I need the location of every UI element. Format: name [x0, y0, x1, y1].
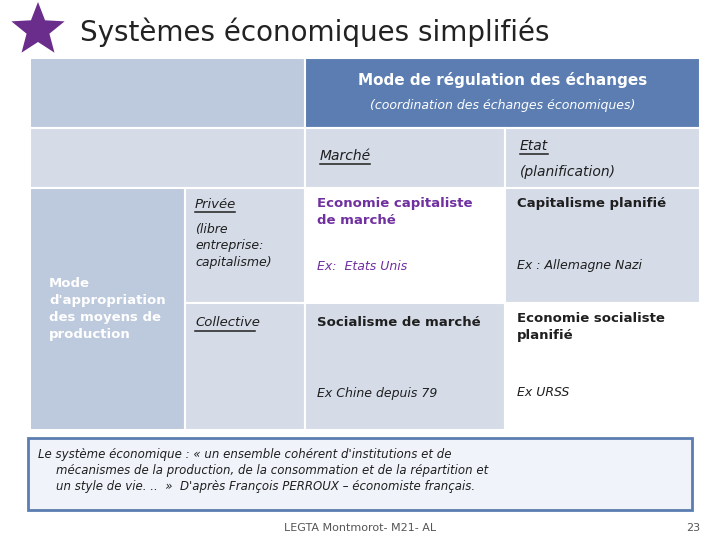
Text: (coordination des échanges économiques): (coordination des échanges économiques): [370, 99, 635, 112]
Text: Ex Chine depuis 79: Ex Chine depuis 79: [317, 387, 437, 400]
Polygon shape: [12, 2, 65, 53]
Text: Privée: Privée: [195, 198, 236, 211]
FancyBboxPatch shape: [30, 128, 305, 188]
Text: Le système économique : « un ensemble cohérent d'institutions et de: Le système économique : « un ensemble co…: [38, 448, 451, 461]
Text: Economie capitaliste
de marché: Economie capitaliste de marché: [317, 198, 472, 226]
FancyBboxPatch shape: [30, 58, 305, 128]
FancyBboxPatch shape: [305, 128, 505, 188]
FancyBboxPatch shape: [505, 303, 700, 430]
Text: Systèmes économiques simplifiés: Systèmes économiques simplifiés: [80, 17, 549, 47]
Text: Collective: Collective: [195, 316, 260, 329]
Text: Ex : Allemagne Nazi: Ex : Allemagne Nazi: [517, 260, 642, 273]
FancyBboxPatch shape: [505, 128, 700, 188]
Text: Capitalisme planifié: Capitalisme planifié: [517, 198, 666, 211]
Text: Ex URSS: Ex URSS: [517, 387, 570, 400]
FancyBboxPatch shape: [185, 188, 305, 303]
FancyBboxPatch shape: [30, 188, 185, 430]
Text: Marché: Marché: [320, 149, 371, 163]
FancyBboxPatch shape: [505, 188, 700, 303]
FancyBboxPatch shape: [28, 438, 692, 510]
Text: 23: 23: [686, 523, 700, 533]
Text: Etat: Etat: [520, 139, 548, 153]
Text: un style de vie. ..  »  D'après François PERROUX – économiste français.: un style de vie. .. » D'après François P…: [56, 480, 475, 493]
Text: Mode
d'appropriation
des moyens de
production: Mode d'appropriation des moyens de produ…: [49, 277, 166, 341]
FancyBboxPatch shape: [185, 303, 305, 430]
FancyBboxPatch shape: [305, 303, 505, 430]
Text: Socialisme de marché: Socialisme de marché: [317, 316, 481, 329]
Text: Mode de régulation des échanges: Mode de régulation des échanges: [358, 72, 647, 88]
FancyBboxPatch shape: [305, 58, 700, 128]
Text: Economie socialiste
planifié: Economie socialiste planifié: [517, 313, 665, 341]
Text: mécanismes de la production, de la consommation et de la répartition et: mécanismes de la production, de la conso…: [56, 464, 488, 477]
Text: (planification): (planification): [520, 165, 616, 179]
Text: LEGTA Montmorot- M21- AL: LEGTA Montmorot- M21- AL: [284, 523, 436, 533]
FancyBboxPatch shape: [305, 188, 505, 303]
Text: (libre
entreprise:
capitalisme): (libre entreprise: capitalisme): [195, 223, 271, 269]
Text: Ex:  Etats Unis: Ex: Etats Unis: [317, 260, 408, 273]
